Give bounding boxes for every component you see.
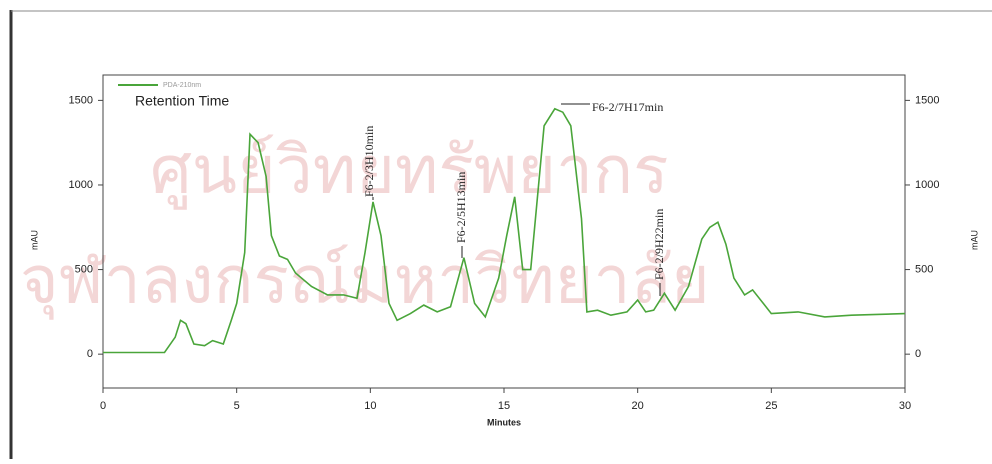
peak-label: F6-2/3H10min <box>362 126 376 197</box>
line-series <box>103 107 906 354</box>
legend-label: PDA-210nm <box>163 82 201 89</box>
y-axis-label: mAU <box>29 230 39 250</box>
x-axis-label: Minutes <box>487 417 521 427</box>
x-tick-label: 30 <box>899 400 911 412</box>
peak-label: F6-2/7H17min <box>592 100 663 114</box>
y2-tick-label: 1500 <box>915 94 939 106</box>
x-tick-label: 15 <box>498 400 510 412</box>
x-tick-label: 25 <box>765 400 777 412</box>
x-tick-label: 10 <box>364 400 376 412</box>
plot-frame <box>102 74 906 389</box>
peak-label: F6-2/9H22min <box>652 209 666 280</box>
annotation: Retention Time <box>135 93 229 109</box>
x-tick-label: 0 <box>100 400 106 412</box>
peak-label: F6-2/5H13min <box>454 172 468 243</box>
y2-tick-label: 500 <box>915 263 933 275</box>
watermark: ศูนย์วิทยทรัพยากร <box>150 132 669 210</box>
y-tick-label: 500 <box>75 263 93 275</box>
y-tick-label: 1000 <box>69 179 93 191</box>
y-tick-label: 1500 <box>69 94 93 106</box>
y2-axis-label: mAU <box>969 230 979 250</box>
x-tick-label: 5 <box>234 400 240 412</box>
x-tick-label: 20 <box>632 400 644 412</box>
y2-tick-label: 1000 <box>915 179 939 191</box>
y2-tick-label: 0 <box>915 348 921 360</box>
y-tick-label: 0 <box>87 348 93 360</box>
